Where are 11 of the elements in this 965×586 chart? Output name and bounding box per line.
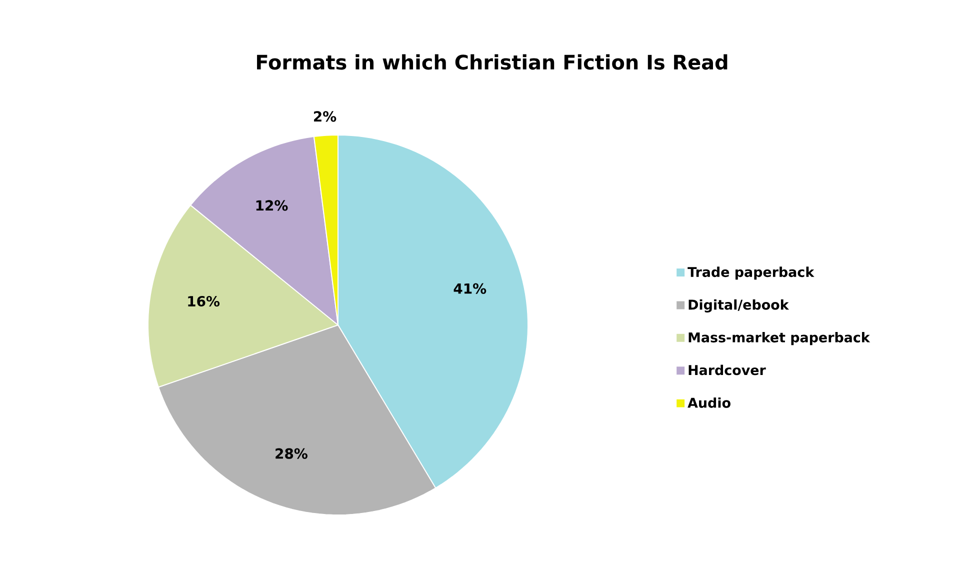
legend-label: Audio bbox=[688, 397, 730, 408]
legend-label: Mass-market paperback bbox=[688, 332, 870, 346]
data-label: 12% bbox=[256, 200, 288, 211]
data-label: 2% bbox=[314, 111, 336, 122]
data-label: 28% bbox=[276, 448, 308, 459]
chart-title: Formats in which Christian Fiction Is Read bbox=[257, 54, 728, 70]
legend-label: Digital/ebook bbox=[688, 299, 790, 312]
legend-label: Trade paperback bbox=[688, 266, 814, 280]
legend-label: Hardcover bbox=[688, 364, 766, 376]
data-label: 16% bbox=[188, 296, 220, 307]
data-label: 41% bbox=[454, 283, 486, 294]
